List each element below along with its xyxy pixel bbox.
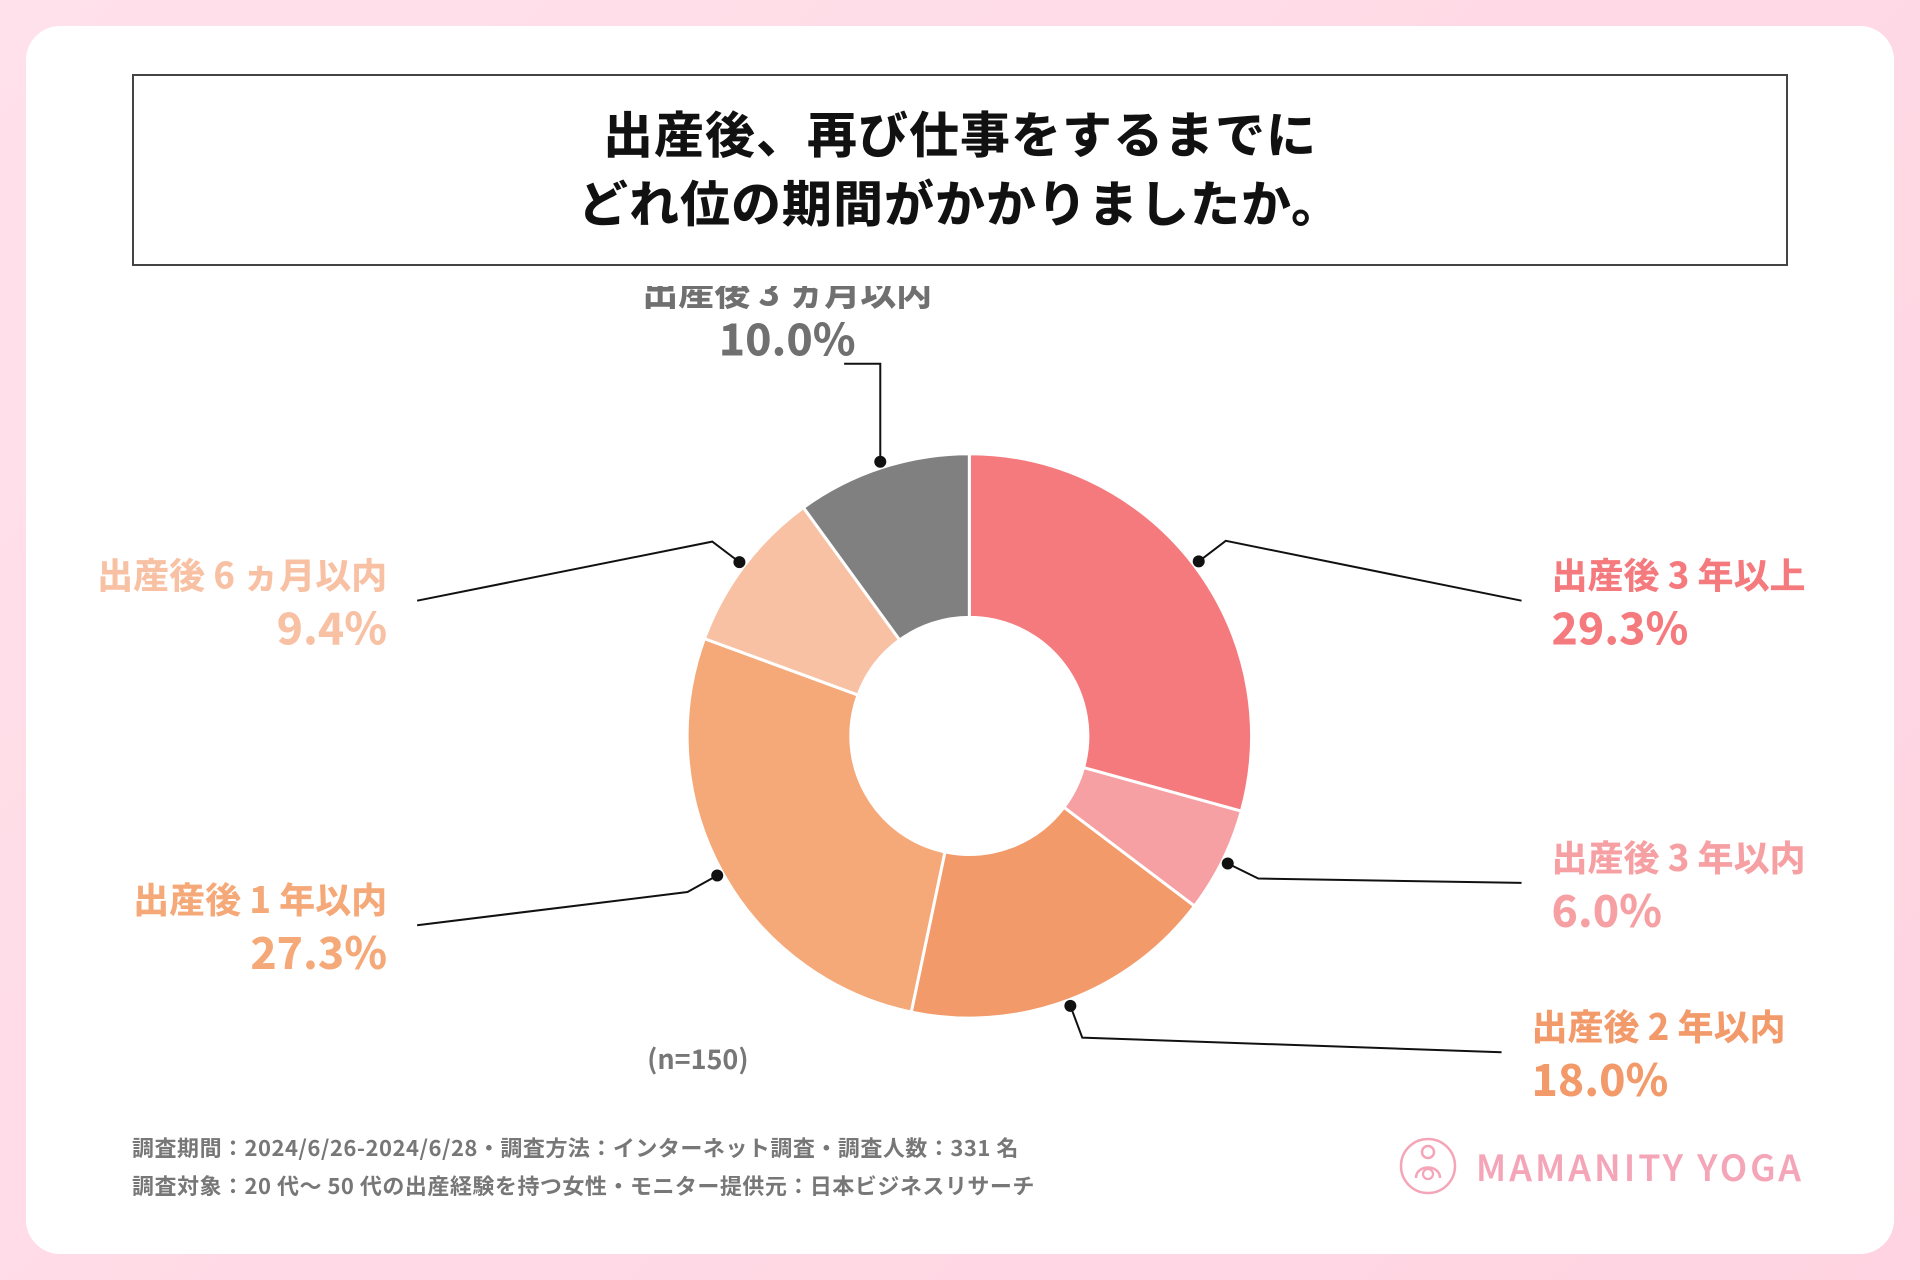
leader-line: [417, 542, 739, 601]
leader-line: [417, 876, 717, 926]
title-box: 出産後、再び仕事をするまでに どれ位の期間がかかりましたか。: [132, 74, 1788, 266]
slice-pct: 27.3%: [250, 918, 387, 982]
leader-line: [844, 364, 880, 462]
leader-line: [1070, 1006, 1501, 1052]
brand: MAMANITY YOGA: [1398, 1136, 1804, 1196]
footnote-line-1: 調査期間：2024/6/26-2024/6/28・調査方法：インターネット調査・…: [132, 1129, 1035, 1166]
slice-label: 出産後 3 年以上: [1552, 548, 1806, 600]
card: 出産後、再び仕事をするまでに どれ位の期間がかかりましたか。 出産後 3 年以上…: [26, 26, 1894, 1254]
sample-size-note: (n=150): [647, 1038, 748, 1077]
brand-logo-icon: [1398, 1136, 1458, 1196]
slice-label: 出産後 1 年以内: [133, 872, 387, 924]
donut-chart: 出産後 3 年以上29.3% 出産後 3 年以内6.0% 出産後 2 年以内18.0…: [26, 286, 1894, 1104]
title-line-2: どれ位の期間がかかりましたか。: [154, 167, 1766, 236]
slice-pct: 6.0%: [1552, 876, 1662, 940]
slice-label: 出産後 3 年以内: [1552, 830, 1806, 882]
slice-label: 出産後 2 年以内: [1532, 999, 1786, 1051]
slice-pct: 9.4%: [277, 594, 387, 658]
slice-pct: 29.3%: [1552, 594, 1689, 658]
brand-text: MAMANITY YOGA: [1476, 1140, 1804, 1192]
donut-slice: [687, 639, 945, 1012]
leader-line: [1228, 864, 1522, 883]
slice-label: 出産後 6 ヵ月以内: [97, 548, 387, 600]
footnote-line-2: 調査対象：20 代～ 50 代の出産経験を持つ女性・モニター提供元：日本ビジネス…: [132, 1167, 1035, 1204]
title-line-1: 出産後、再び仕事をするまでに: [154, 98, 1766, 167]
slice-pct: 18.0%: [1532, 1045, 1669, 1104]
survey-footnote: 調査期間：2024/6/26-2024/6/28・調査方法：インターネット調査・…: [132, 1129, 1035, 1204]
chart-area: 出産後 3 年以上29.3% 出産後 3 年以内6.0% 出産後 2 年以内18.0…: [26, 286, 1894, 1104]
leader-line: [1199, 541, 1522, 601]
donut-slice: [969, 454, 1251, 812]
slice-pct: 10.0%: [719, 305, 856, 369]
outer-frame: 出産後、再び仕事をするまでに どれ位の期間がかかりましたか。 出産後 3 年以上…: [0, 0, 1920, 1280]
